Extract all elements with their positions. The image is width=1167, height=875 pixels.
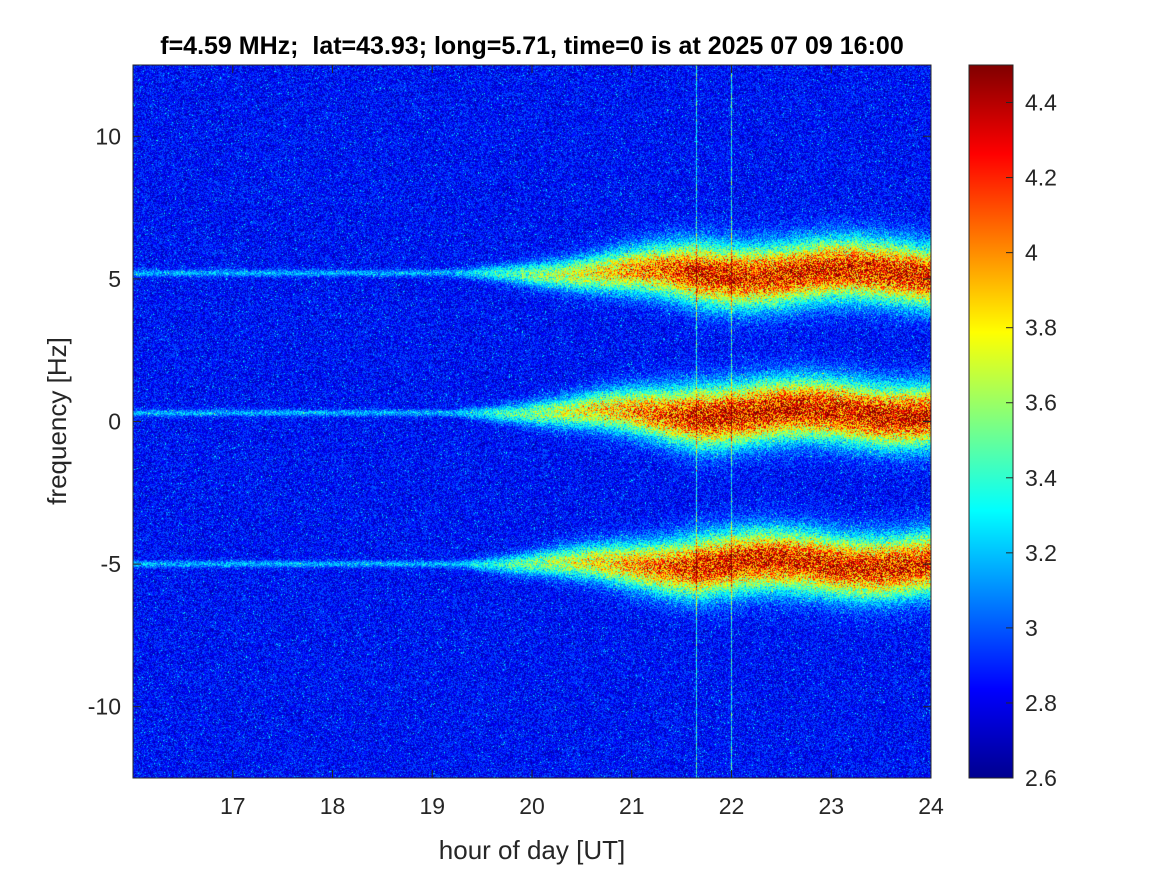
colorbar-ticks: 4.4 4.2 4 3.8 3.6 3.4 3.2 3 2.8 2.6 bbox=[1006, 90, 1057, 791]
colorbar-tick-label: 2.6 bbox=[1025, 765, 1057, 791]
colorbar-tick-label: 4.2 bbox=[1025, 165, 1057, 191]
colorbar-tick-label: 4.4 bbox=[1025, 90, 1057, 116]
y-tick-label: 5 bbox=[108, 266, 121, 292]
x-axis: 17 18 19 20 21 22 23 24 bbox=[220, 65, 944, 819]
colorbar-frame bbox=[968, 64, 1014, 779]
colorbar-tick-label: 3.2 bbox=[1025, 540, 1057, 566]
y-tick-label: 0 bbox=[108, 409, 121, 435]
colorbar-tick-label: 3 bbox=[1025, 615, 1038, 641]
colorbar-tick-label: 3.8 bbox=[1025, 315, 1057, 341]
x-tick-label: 22 bbox=[719, 793, 745, 819]
colorbar-tick-label: 3.6 bbox=[1025, 390, 1057, 416]
y-axis-label: frequency [Hz] bbox=[42, 337, 72, 505]
x-tick-label: 19 bbox=[419, 793, 445, 819]
y-axis: 10 5 0 -5 -10 bbox=[88, 123, 931, 720]
colorbar-tick-label: 2.8 bbox=[1025, 690, 1057, 716]
x-tick-label: 24 bbox=[918, 793, 944, 819]
y-tick-label: 10 bbox=[95, 123, 121, 149]
x-tick-label: 23 bbox=[818, 793, 844, 819]
colorbar-tick-label: 4 bbox=[1025, 240, 1038, 266]
y-tick-label: -10 bbox=[88, 694, 121, 720]
x-axis-label: hour of day [UT] bbox=[439, 835, 625, 865]
colorbar: 4.4 4.2 4 3.8 3.6 3.4 3.2 3 2.8 2.6 bbox=[968, 64, 1057, 791]
chart-title: f=4.59 MHz; lat=43.93; long=5.71, time=0… bbox=[160, 32, 903, 60]
x-tick-label: 18 bbox=[320, 793, 346, 819]
y-tick-label: -5 bbox=[101, 551, 121, 577]
x-tick-label: 21 bbox=[619, 793, 645, 819]
x-tick-label: 20 bbox=[519, 793, 545, 819]
heatmap-canvas bbox=[133, 65, 931, 778]
x-tick-label: 17 bbox=[220, 793, 246, 819]
colorbar-tick-label: 3.4 bbox=[1025, 465, 1057, 491]
colorbar-gradient bbox=[969, 65, 1013, 778]
plot-area bbox=[133, 65, 931, 778]
